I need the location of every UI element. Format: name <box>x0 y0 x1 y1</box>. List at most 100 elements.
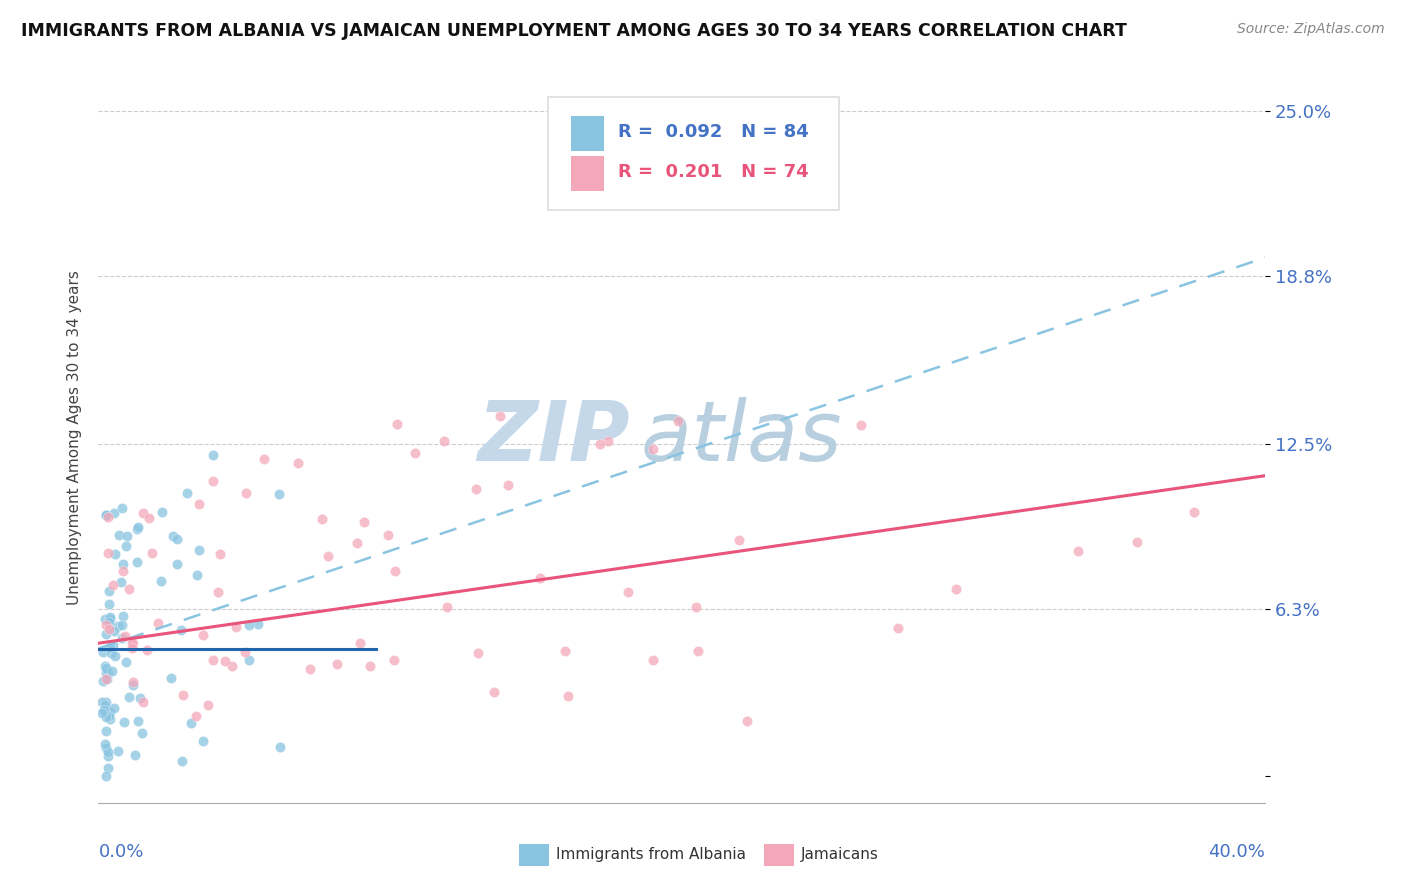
Point <box>464 482 486 496</box>
Point <box>201 474 224 488</box>
Point <box>93 673 115 688</box>
Point <box>111 618 134 632</box>
FancyBboxPatch shape <box>571 156 603 191</box>
Point <box>103 506 125 520</box>
Point <box>101 638 124 652</box>
Point <box>214 654 236 668</box>
Point <box>235 485 257 500</box>
Point <box>132 695 155 709</box>
Point <box>496 478 519 492</box>
Point <box>617 585 640 599</box>
Point <box>96 508 118 522</box>
FancyBboxPatch shape <box>571 116 603 151</box>
Point <box>557 689 579 703</box>
Point <box>235 645 257 659</box>
Point <box>311 511 333 525</box>
Point <box>114 629 136 643</box>
Point <box>91 695 114 709</box>
Point <box>132 506 155 520</box>
Point <box>193 628 215 642</box>
Point <box>489 409 512 423</box>
Point <box>193 733 215 747</box>
Point <box>166 533 188 547</box>
Text: R =  0.201   N = 74: R = 0.201 N = 74 <box>617 163 808 181</box>
Point <box>299 661 322 675</box>
FancyBboxPatch shape <box>763 845 794 866</box>
Point <box>384 564 406 578</box>
Text: ZIP: ZIP <box>477 397 630 477</box>
Point <box>596 434 619 449</box>
Point <box>96 672 118 686</box>
Point <box>170 754 193 768</box>
Point <box>97 546 120 560</box>
Point <box>96 741 118 756</box>
Point <box>110 501 132 516</box>
Point <box>1125 534 1147 549</box>
Point <box>110 574 132 589</box>
Point <box>111 557 134 571</box>
Point <box>377 528 399 542</box>
Point <box>150 505 173 519</box>
Point <box>209 547 232 561</box>
Point <box>727 533 749 548</box>
Point <box>146 616 169 631</box>
Point <box>93 613 115 627</box>
Point <box>121 678 143 692</box>
Point <box>184 709 207 723</box>
Point <box>318 549 340 564</box>
Point <box>97 615 120 629</box>
Text: atlas: atlas <box>641 397 842 477</box>
Point <box>685 599 707 614</box>
Point <box>115 529 138 543</box>
Point <box>94 737 117 751</box>
Point <box>735 714 758 728</box>
Point <box>246 616 269 631</box>
Point <box>359 659 381 673</box>
Point <box>121 641 143 656</box>
Point <box>93 645 115 659</box>
Point <box>118 582 141 597</box>
Point <box>91 706 114 720</box>
Point <box>98 713 121 727</box>
Point <box>104 649 127 664</box>
Point <box>118 690 141 705</box>
FancyBboxPatch shape <box>548 97 839 211</box>
Point <box>94 617 117 632</box>
Point <box>121 636 143 650</box>
Point <box>94 658 117 673</box>
Point <box>100 646 122 660</box>
Point <box>103 624 125 638</box>
Point <box>94 710 117 724</box>
Point <box>97 761 120 775</box>
Point <box>666 414 689 428</box>
Point <box>98 583 121 598</box>
Point <box>225 620 247 634</box>
Point <box>467 646 489 660</box>
Point <box>1182 505 1205 519</box>
Point <box>94 724 117 739</box>
Point <box>346 535 368 549</box>
Point <box>112 714 135 729</box>
Point <box>221 659 243 673</box>
Point <box>382 653 405 667</box>
Point <box>97 510 120 524</box>
Point <box>162 529 184 543</box>
Point <box>269 739 291 754</box>
Point <box>98 640 121 655</box>
Point <box>94 672 117 686</box>
Point <box>589 436 612 450</box>
Point <box>104 547 127 561</box>
Point <box>96 703 118 717</box>
Point <box>96 745 118 759</box>
Point <box>945 582 967 597</box>
Point <box>125 555 148 569</box>
Point <box>97 709 120 723</box>
Point <box>353 515 375 529</box>
Text: Source: ZipAtlas.com: Source: ZipAtlas.com <box>1237 22 1385 37</box>
Point <box>96 666 118 681</box>
Point <box>127 523 149 537</box>
Point <box>529 571 551 585</box>
Point <box>101 577 124 591</box>
Point <box>172 688 194 702</box>
Point <box>387 417 409 432</box>
